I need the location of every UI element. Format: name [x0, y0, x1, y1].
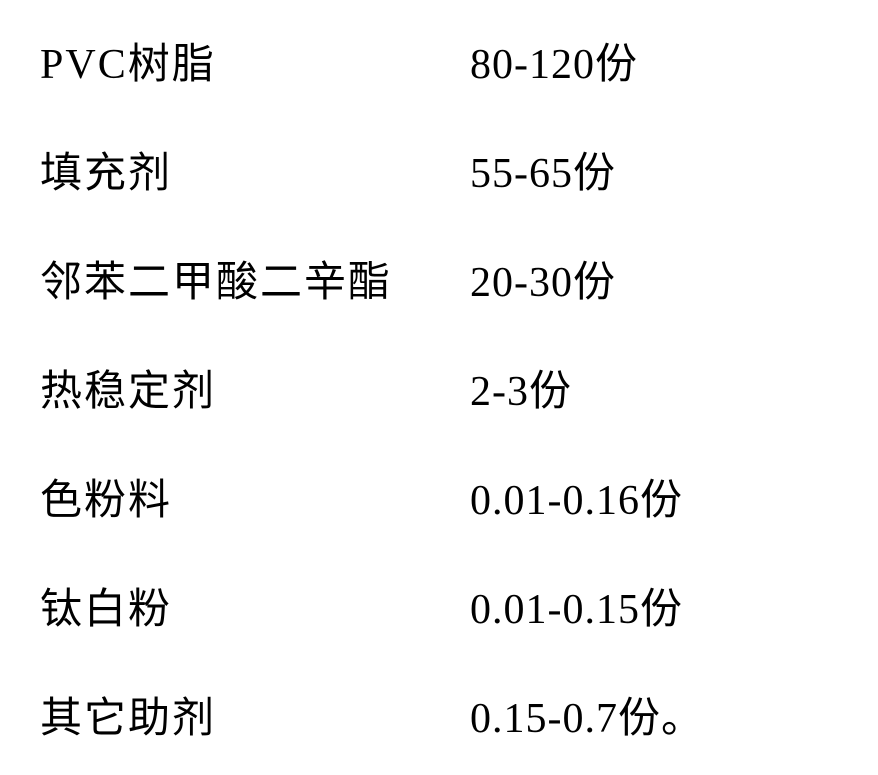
ingredient-label: 填充剂	[40, 139, 470, 200]
ingredients-table: PVC树脂 80-120份 填充剂 55-65份 邻苯二甲酸二辛酯 20-30份…	[40, 30, 838, 745]
table-row: 热稳定剂 2-3份	[40, 357, 838, 418]
ingredient-value: 20-30份	[470, 248, 616, 309]
ingredient-value: 80-120份	[470, 30, 638, 91]
table-row: 钛白粉 0.01-0.15份	[40, 575, 838, 636]
ingredient-value: 0.01-0.16份	[470, 466, 683, 527]
table-row: 色粉料 0.01-0.16份	[40, 466, 838, 527]
ingredient-value: 55-65份	[470, 139, 616, 200]
ingredient-label: 邻苯二甲酸二辛酯	[40, 248, 470, 309]
ingredient-label: 其它助剂	[40, 684, 470, 745]
table-row: PVC树脂 80-120份	[40, 30, 838, 91]
ingredient-value: 2-3份	[470, 357, 572, 418]
ingredient-label: PVC树脂	[40, 30, 470, 91]
ingredient-label: 热稳定剂	[40, 357, 470, 418]
ingredient-value: 0.01-0.15份	[470, 575, 683, 636]
table-row: 填充剂 55-65份	[40, 139, 838, 200]
table-row: 邻苯二甲酸二辛酯 20-30份	[40, 248, 838, 309]
ingredient-value: 0.15-0.7份。	[470, 684, 704, 745]
ingredient-label: 色粉料	[40, 466, 470, 527]
ingredient-label: 钛白粉	[40, 575, 470, 636]
table-row: 其它助剂 0.15-0.7份。	[40, 684, 838, 745]
